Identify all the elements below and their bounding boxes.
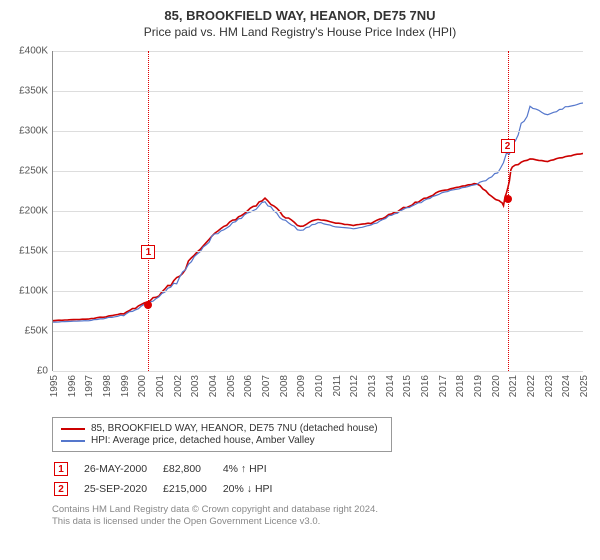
x-tick-label: 1999 — [120, 375, 131, 397]
x-tick-label: 2013 — [367, 375, 378, 397]
x-tick-label: 1995 — [49, 375, 60, 397]
annotation-date: 26-MAY-2000 — [84, 460, 161, 478]
annotation-price: £82,800 — [163, 460, 221, 478]
legend-label: HPI: Average price, detached house, Ambe… — [91, 435, 315, 446]
annotation-id-box: 2 — [54, 482, 68, 496]
chart-area: 12 £0£50K£100K£150K£200K£250K£300K£350K£… — [10, 47, 590, 417]
marker-box-1: 1 — [141, 245, 155, 259]
marker-box-2: 2 — [501, 139, 515, 153]
x-tick-label: 2000 — [137, 375, 148, 397]
x-tick-label: 2023 — [544, 375, 555, 397]
x-tick-label: 2022 — [526, 375, 537, 397]
y-tick-label: £150K — [8, 246, 48, 257]
marker-vline-2 — [508, 51, 509, 371]
x-tick-label: 2001 — [155, 375, 166, 397]
annotation-price: £215,000 — [163, 480, 221, 498]
marker-dot-2 — [504, 195, 512, 203]
x-tick-label: 2006 — [243, 375, 254, 397]
series-price_paid — [53, 153, 583, 320]
x-tick-label: 2015 — [402, 375, 413, 397]
x-tick-label: 2018 — [455, 375, 466, 397]
chart-subtitle: Price paid vs. HM Land Registry's House … — [10, 25, 590, 39]
y-tick-label: £100K — [8, 286, 48, 297]
x-tick-label: 2011 — [332, 375, 343, 397]
x-tick-label: 2010 — [314, 375, 325, 397]
x-tick-label: 2012 — [349, 375, 360, 397]
annotation-row: 1 26-MAY-2000£82,8004% ↑ HPI — [54, 460, 286, 478]
x-tick-label: 1996 — [67, 375, 78, 397]
legend-swatch — [61, 428, 85, 430]
y-tick-label: £0 — [8, 366, 48, 377]
annotation-id-box: 1 — [54, 462, 68, 476]
marker-dot-1 — [144, 301, 152, 309]
marker-vline-1 — [148, 51, 149, 371]
legend-item: HPI: Average price, detached house, Ambe… — [61, 435, 383, 446]
y-tick-label: £300K — [8, 126, 48, 137]
x-tick-label: 1998 — [102, 375, 113, 397]
legend-swatch — [61, 440, 85, 442]
annotation-date: 25-SEP-2020 — [84, 480, 161, 498]
annotation-delta: 4% ↑ HPI — [223, 460, 287, 478]
annotation-row: 2 25-SEP-2020£215,00020% ↓ HPI — [54, 480, 286, 498]
x-tick-label: 2019 — [473, 375, 484, 397]
license-text: Contains HM Land Registry data © Crown c… — [52, 504, 586, 529]
x-tick-label: 2002 — [173, 375, 184, 397]
x-tick-label: 2014 — [385, 375, 396, 397]
x-tick-label: 2003 — [190, 375, 201, 397]
x-tick-label: 2024 — [561, 375, 572, 397]
x-tick-label: 2025 — [579, 375, 590, 397]
x-tick-label: 2007 — [261, 375, 272, 397]
chart-container: 85, BROOKFIELD WAY, HEANOR, DE75 7NU Pri… — [0, 0, 600, 560]
x-tick-label: 2005 — [226, 375, 237, 397]
legend: 85, BROOKFIELD WAY, HEANOR, DE75 7NU (de… — [52, 417, 392, 452]
x-tick-label: 2004 — [208, 375, 219, 397]
y-tick-label: £400K — [8, 46, 48, 57]
x-tick-label: 2009 — [296, 375, 307, 397]
x-tick-label: 2021 — [508, 375, 519, 397]
x-tick-label: 2017 — [438, 375, 449, 397]
legend-label: 85, BROOKFIELD WAY, HEANOR, DE75 7NU (de… — [91, 423, 378, 434]
y-tick-label: £250K — [8, 166, 48, 177]
license-line2: This data is licensed under the Open Gov… — [52, 516, 586, 528]
chart-title: 85, BROOKFIELD WAY, HEANOR, DE75 7NU — [10, 8, 590, 23]
y-tick-label: £200K — [8, 206, 48, 217]
x-tick-label: 2020 — [491, 375, 502, 397]
license-line1: Contains HM Land Registry data © Crown c… — [52, 504, 586, 516]
x-tick-label: 1997 — [84, 375, 95, 397]
annotation-delta: 20% ↓ HPI — [223, 480, 287, 498]
x-tick-label: 2016 — [420, 375, 431, 397]
series-hpi — [53, 103, 583, 322]
plot-region: 12 — [52, 51, 582, 371]
y-tick-label: £350K — [8, 86, 48, 97]
annotation-table: 1 26-MAY-2000£82,8004% ↑ HPI 2 25-SEP-2020£… — [52, 458, 288, 500]
y-tick-label: £50K — [8, 326, 48, 337]
x-tick-label: 2008 — [279, 375, 290, 397]
legend-item: 85, BROOKFIELD WAY, HEANOR, DE75 7NU (de… — [61, 423, 383, 434]
